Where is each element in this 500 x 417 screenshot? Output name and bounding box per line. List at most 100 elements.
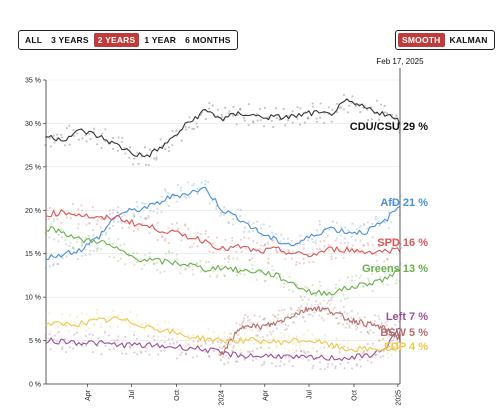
poll-dot — [395, 239, 398, 242]
series-label-afd: AfD 21 % — [380, 197, 428, 209]
poll-dot — [274, 365, 278, 368]
poll-dot — [348, 324, 351, 327]
poll-dot — [148, 251, 151, 254]
poll-dot — [160, 339, 163, 342]
poll-dot — [300, 349, 303, 353]
poll-dot — [191, 268, 194, 271]
poll-dot — [112, 309, 115, 312]
poll-dot — [336, 316, 339, 320]
poll-dot — [223, 345, 226, 348]
poll-dot — [334, 365, 337, 368]
poll-dot — [366, 359, 369, 362]
poll-dot — [314, 294, 317, 297]
poll-dot — [228, 255, 231, 258]
poll-dot — [80, 245, 83, 248]
poll-dot — [152, 157, 156, 160]
poll-dot — [359, 239, 362, 242]
poll-dot — [279, 240, 282, 243]
poll-dot — [124, 335, 127, 338]
poll-dot — [72, 247, 75, 250]
poll-dot — [274, 107, 278, 110]
poll-dot — [77, 208, 80, 211]
range-1-year-button[interactable]: 1 YEAR — [144, 35, 177, 45]
poll-dot — [167, 251, 171, 254]
poll-dot — [100, 247, 103, 251]
poll-dot — [279, 331, 283, 334]
poll-dot — [252, 121, 255, 124]
poll-dot — [286, 237, 290, 240]
range-6-months-button[interactable]: 6 MONTHS — [185, 35, 231, 45]
poll-dot — [346, 229, 350, 232]
poll-dot — [370, 361, 373, 364]
poll-dot — [302, 316, 305, 319]
poll-dot — [303, 121, 307, 124]
poll-dot — [303, 350, 306, 353]
poll-dot — [85, 344, 88, 347]
smooth-button[interactable]: SMOOTH — [398, 33, 445, 47]
poll-dot — [121, 352, 124, 355]
poll-dot — [362, 351, 365, 354]
poll-dot — [371, 222, 374, 225]
poll-dot — [175, 129, 178, 132]
poll-dot — [143, 263, 146, 267]
poll-dot — [259, 108, 262, 111]
range-3-years-button[interactable]: 3 YEARS — [51, 35, 89, 45]
poll-dot — [88, 222, 91, 225]
poll-dot — [307, 313, 310, 316]
poll-dot — [156, 335, 160, 338]
trend-lines — [45, 98, 401, 362]
poll-dot — [191, 184, 194, 187]
poll-dot — [269, 330, 272, 334]
poll-dot — [92, 127, 96, 130]
poll-dot — [302, 243, 305, 246]
poll-dot — [399, 242, 403, 246]
poll-dot — [200, 344, 204, 347]
poll-dot — [380, 323, 383, 327]
poll-dot — [375, 253, 378, 256]
poll-dot — [291, 349, 294, 352]
poll-dot — [293, 321, 296, 324]
range-2-years-button[interactable]: 2 YEARS — [93, 33, 140, 47]
poll-dot — [242, 319, 245, 322]
poll-dot — [336, 111, 339, 114]
poll-dot — [223, 363, 226, 366]
poll-dot — [232, 257, 235, 260]
poll-dot — [359, 224, 362, 227]
poll-dot — [323, 367, 327, 371]
cursor-date-label: Feb 17, 2025 — [376, 57, 424, 66]
poll-dot — [141, 322, 144, 326]
poll-dot — [367, 350, 370, 353]
poll-dot — [374, 314, 377, 317]
poll-dot — [196, 192, 199, 196]
poll-dot — [207, 260, 210, 263]
range-all-button[interactable]: ALL — [25, 35, 43, 45]
x-tick-label: Oct — [351, 390, 358, 401]
poll-dot — [246, 315, 249, 319]
poll-dot — [263, 317, 266, 320]
kalman-button[interactable]: KALMAN — [449, 35, 488, 45]
poll-dot — [396, 341, 399, 344]
poll-dot — [160, 195, 163, 198]
poll-dot — [331, 295, 334, 298]
poll-dot — [367, 119, 370, 122]
poll-dot — [271, 231, 274, 234]
poll-dot — [372, 331, 375, 334]
date-cursor[interactable]: Feb 17, 2025 — [376, 57, 424, 384]
poll-dot — [343, 310, 346, 314]
poll-dot — [249, 321, 252, 324]
poll-dot — [228, 257, 231, 261]
poll-dot — [395, 344, 398, 347]
poll-dot — [52, 264, 55, 267]
poll-dot — [346, 339, 350, 342]
poll-dot — [113, 256, 116, 259]
poll-dot — [382, 355, 385, 358]
poll-dot — [289, 306, 292, 309]
poll-dot — [322, 319, 325, 322]
poll-dot — [359, 365, 363, 368]
poll-dot — [140, 351, 143, 354]
time-range-selector: ALL 3 YEARS 2 YEARS 1 YEAR 6 MONTHS — [18, 30, 238, 50]
poll-dot — [393, 202, 397, 205]
poll-dot — [133, 215, 136, 218]
poll-dot — [255, 278, 258, 281]
